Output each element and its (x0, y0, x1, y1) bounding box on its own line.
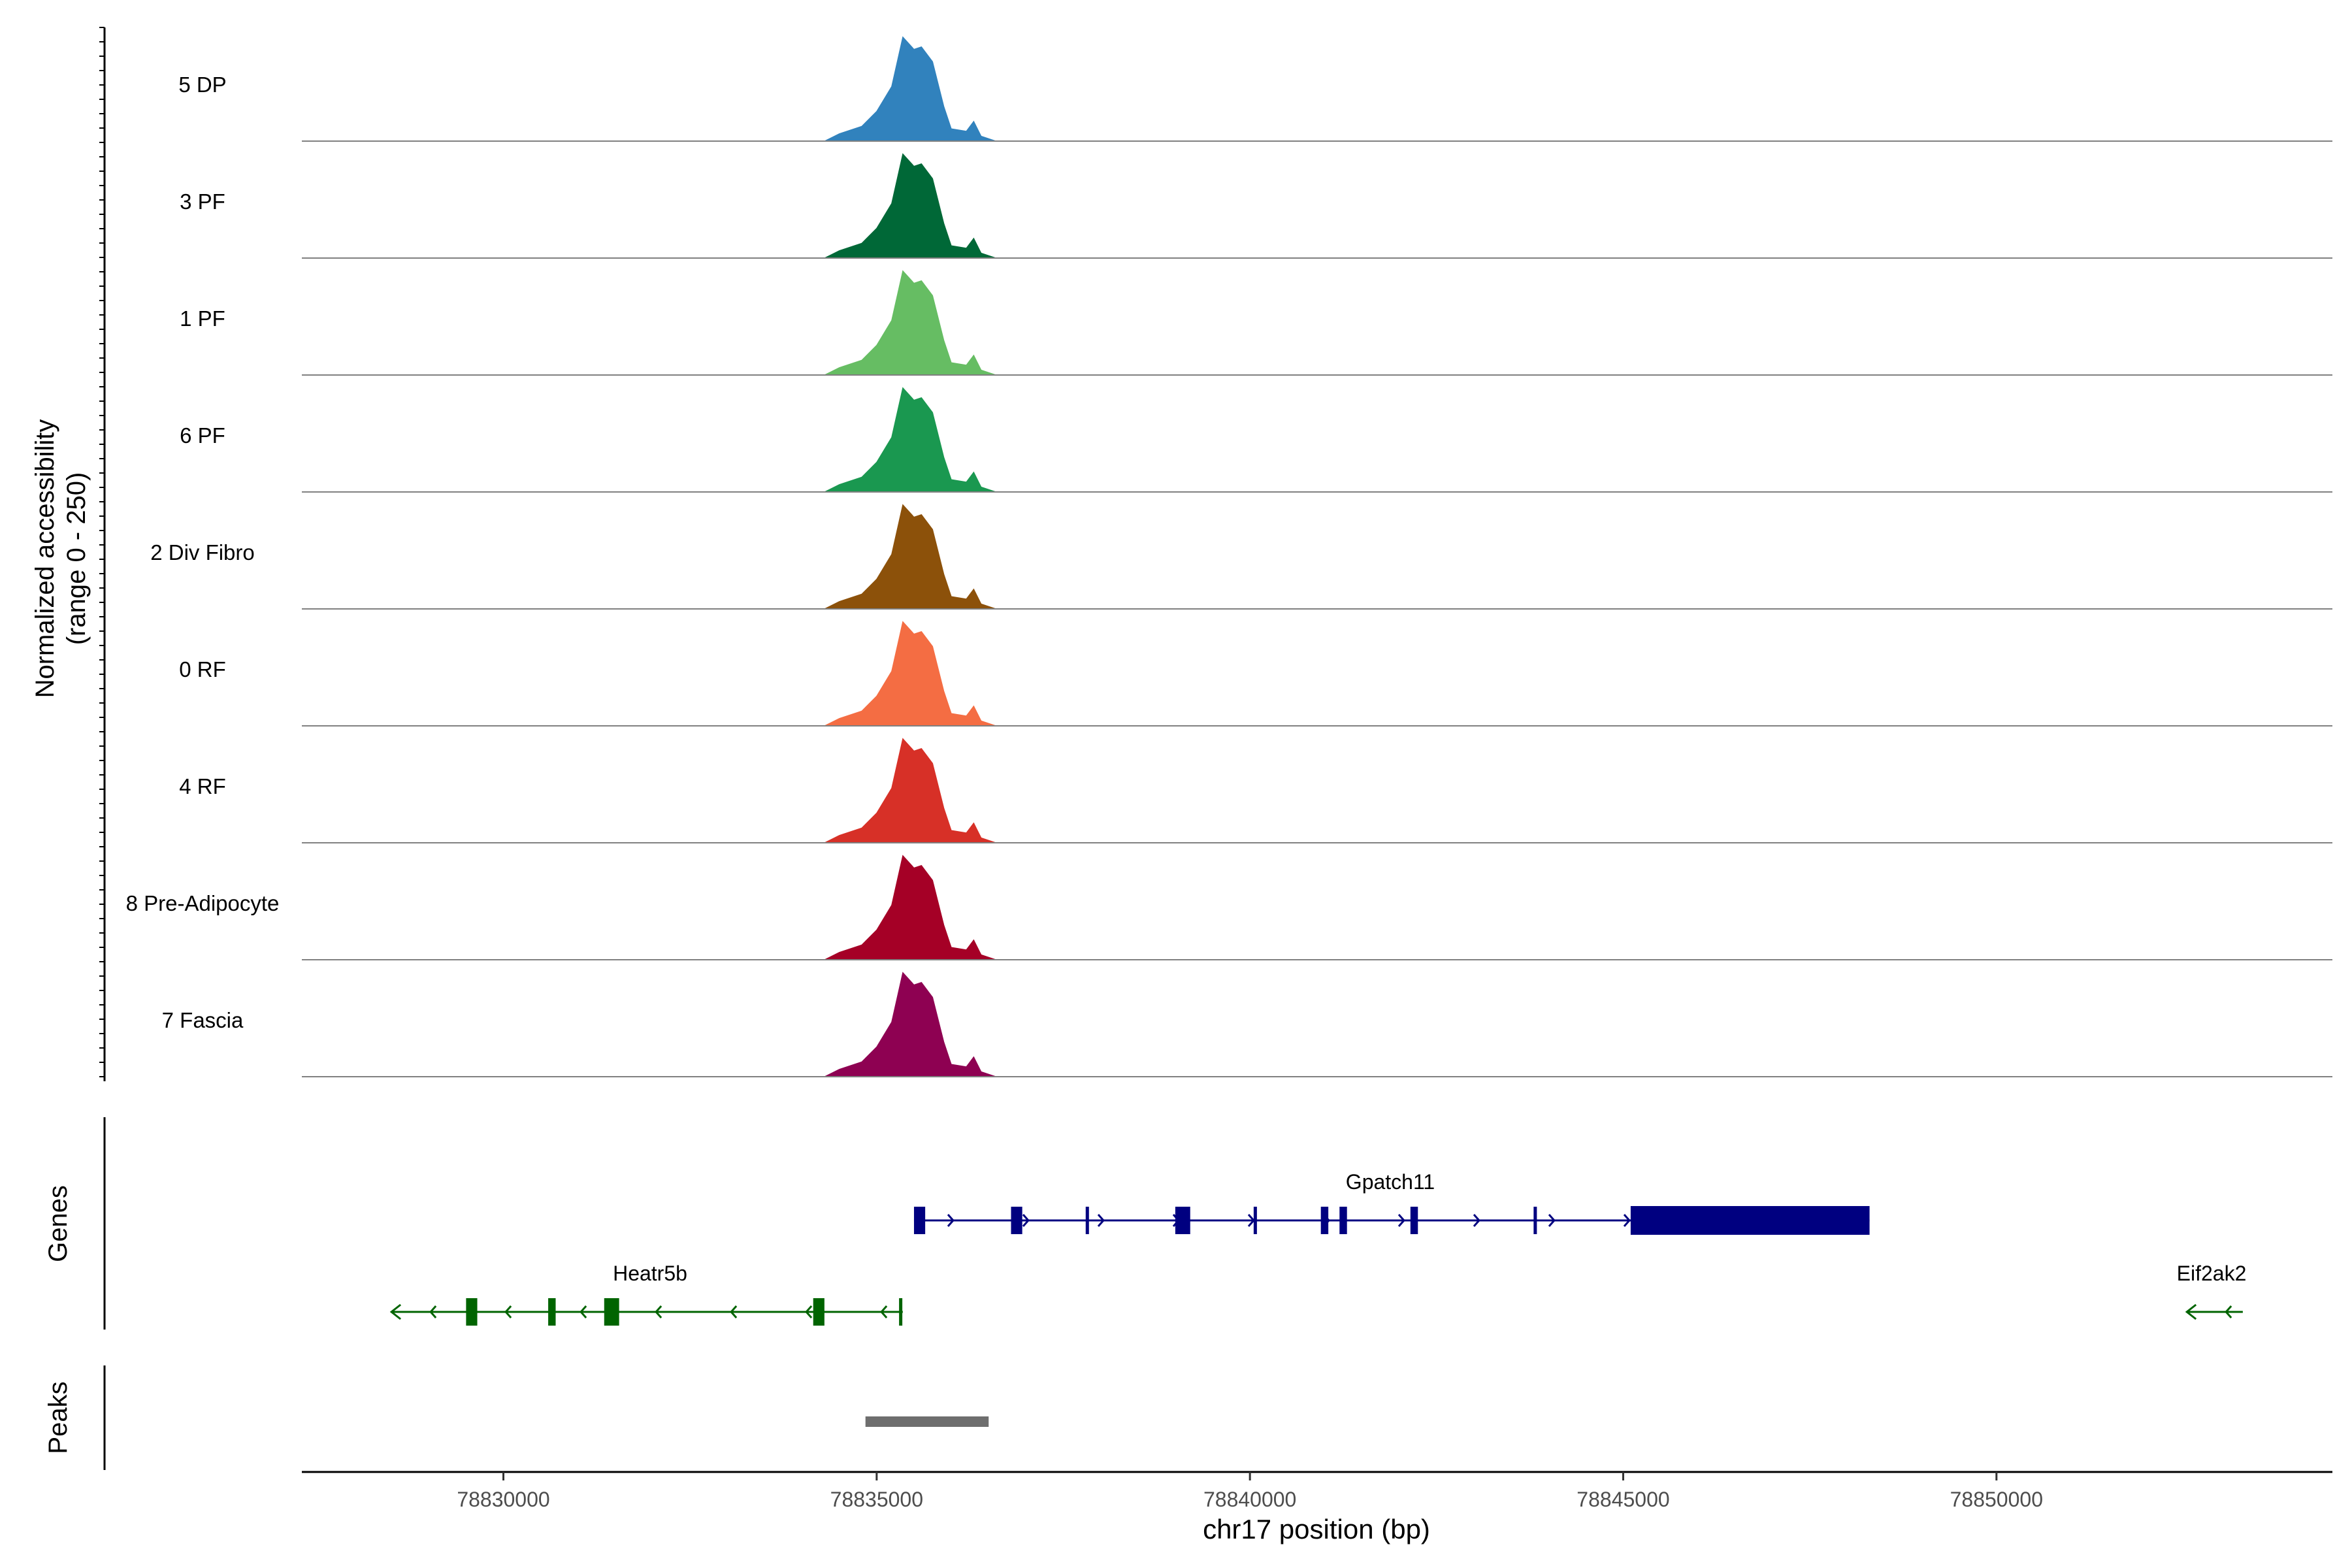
strand-arrow (504, 1305, 512, 1318)
strand-arrow (947, 1214, 955, 1227)
accessibility-peak-area (824, 972, 996, 1077)
x-axis: 78830000 78835000 78840000 78845000 78850000… (302, 1471, 2332, 1544)
accessibility-peak-area (824, 855, 996, 960)
gene-name-label: Eif2ak2 (2177, 1262, 2247, 1285)
gene-exon (466, 1298, 478, 1326)
accessibility-peak-area (824, 621, 996, 727)
x-ticks: 78830000 78835000 78840000 78845000 78850000 (457, 1472, 2043, 1511)
y-axis-label-line-2: (range 0 - 250) (62, 472, 91, 645)
gene-model: Gpatch11 (913, 1170, 1870, 1235)
peak-regions (865, 1416, 989, 1427)
track-label: 3 PF (180, 189, 225, 214)
y-axis-label: Normalized accessibility (range 0 - 250) (31, 419, 91, 698)
track-label: 6 PF (180, 423, 225, 448)
gene-exon (1320, 1207, 1329, 1234)
gene-exon (1085, 1207, 1089, 1234)
peak-region (865, 1416, 989, 1427)
x-tick-label: 78845000 (1576, 1488, 1669, 1511)
coverage-track: 6 PF (180, 387, 2332, 493)
strand-arrow (880, 1305, 888, 1318)
accessibility-peak-area (824, 504, 996, 610)
track-label: 4 RF (179, 774, 226, 798)
gene-exon (548, 1298, 556, 1326)
gene-name-label: Heatr5b (613, 1262, 687, 1285)
gene-exon (1253, 1207, 1257, 1234)
strand-arrow-end (389, 1303, 402, 1320)
gene-exon (899, 1298, 903, 1326)
coverage-track: 4 RF (179, 738, 2332, 843)
coverage-tracks: 5 DP 3 PF 1 PF 6 PF 2 Div Fibro 0 RF 4 RF 8 Pre… (126, 36, 2332, 1077)
track-label: 5 DP (178, 73, 226, 97)
accessibility-peak-area (824, 387, 996, 493)
accessibility-peak-area (824, 270, 996, 376)
x-tick-label: 78840000 (1203, 1488, 1296, 1511)
x-tick-label: 78830000 (457, 1488, 549, 1511)
strand-arrow (1022, 1214, 1030, 1227)
gene-exon (604, 1298, 619, 1326)
accessibility-peak-area (824, 153, 996, 259)
track-label: 0 RF (179, 657, 226, 681)
gene-exon (1410, 1207, 1418, 1234)
track-label: 1 PF (180, 306, 225, 331)
x-axis-title: chr17 position (bp) (1203, 1514, 1430, 1544)
gene-models: Gpatch11 Heatr5b Eif2ak2 (389, 1170, 2247, 1326)
coverage-track: 3 PF (180, 153, 2332, 259)
track-label: 7 Fascia (162, 1008, 244, 1032)
strand-arrow (1548, 1214, 1556, 1227)
coverage-track: 7 Fascia (162, 972, 2332, 1077)
gene-exon (1175, 1207, 1190, 1234)
strand-arrow (580, 1305, 587, 1318)
gene-exon (1533, 1207, 1537, 1234)
strand-arrow (1473, 1214, 1480, 1227)
coverage-axis (99, 27, 106, 1081)
strand-arrow (2225, 1305, 2232, 1318)
coverage-track: 0 RF (179, 621, 2332, 727)
gene-model: Heatr5b (389, 1262, 903, 1326)
coverage-track: 5 DP (178, 36, 2332, 142)
y-axis-label-line-1: Normalized accessibility (31, 419, 59, 698)
strand-arrow (805, 1305, 813, 1318)
gene-name-label: Gpatch11 (1346, 1170, 1435, 1194)
peaks-panel: Peaks (44, 1365, 989, 1470)
peaks-track-label: Peaks (44, 1381, 73, 1454)
coverage-track: 1 PF (180, 270, 2332, 376)
gene-exon (1011, 1207, 1022, 1234)
genes-panel: Genes Gpatch11 Heatr5b Eif2ak2 (44, 1117, 2246, 1330)
coverage-track: 8 Pre-Adipocyte (126, 855, 2332, 960)
gene-exon (813, 1298, 825, 1326)
gene-model: Eif2ak2 (2177, 1262, 2247, 1320)
x-tick-label: 78850000 (1950, 1488, 2043, 1511)
track-label: 8 Pre-Adipocyte (126, 891, 280, 915)
accessibility-peak-area (824, 36, 996, 142)
strand-arrow (1097, 1214, 1105, 1227)
gene-exon (1339, 1207, 1347, 1234)
strand-arrow (1623, 1214, 1631, 1227)
x-tick-label: 78835000 (830, 1488, 923, 1511)
track-label: 2 Div Fibro (150, 540, 255, 564)
strand-arrow (730, 1305, 738, 1318)
strand-arrow (1397, 1214, 1405, 1227)
strand-arrow-end (2185, 1303, 2197, 1320)
accessibility-peak-area (824, 738, 996, 843)
gene-exon (913, 1207, 926, 1234)
strand-arrow (655, 1305, 662, 1318)
coverage-track: 2 Div Fibro (150, 504, 2332, 610)
genes-track-label: Genes (44, 1185, 73, 1262)
strand-arrow (429, 1305, 437, 1318)
gene-exon (1630, 1206, 1870, 1235)
